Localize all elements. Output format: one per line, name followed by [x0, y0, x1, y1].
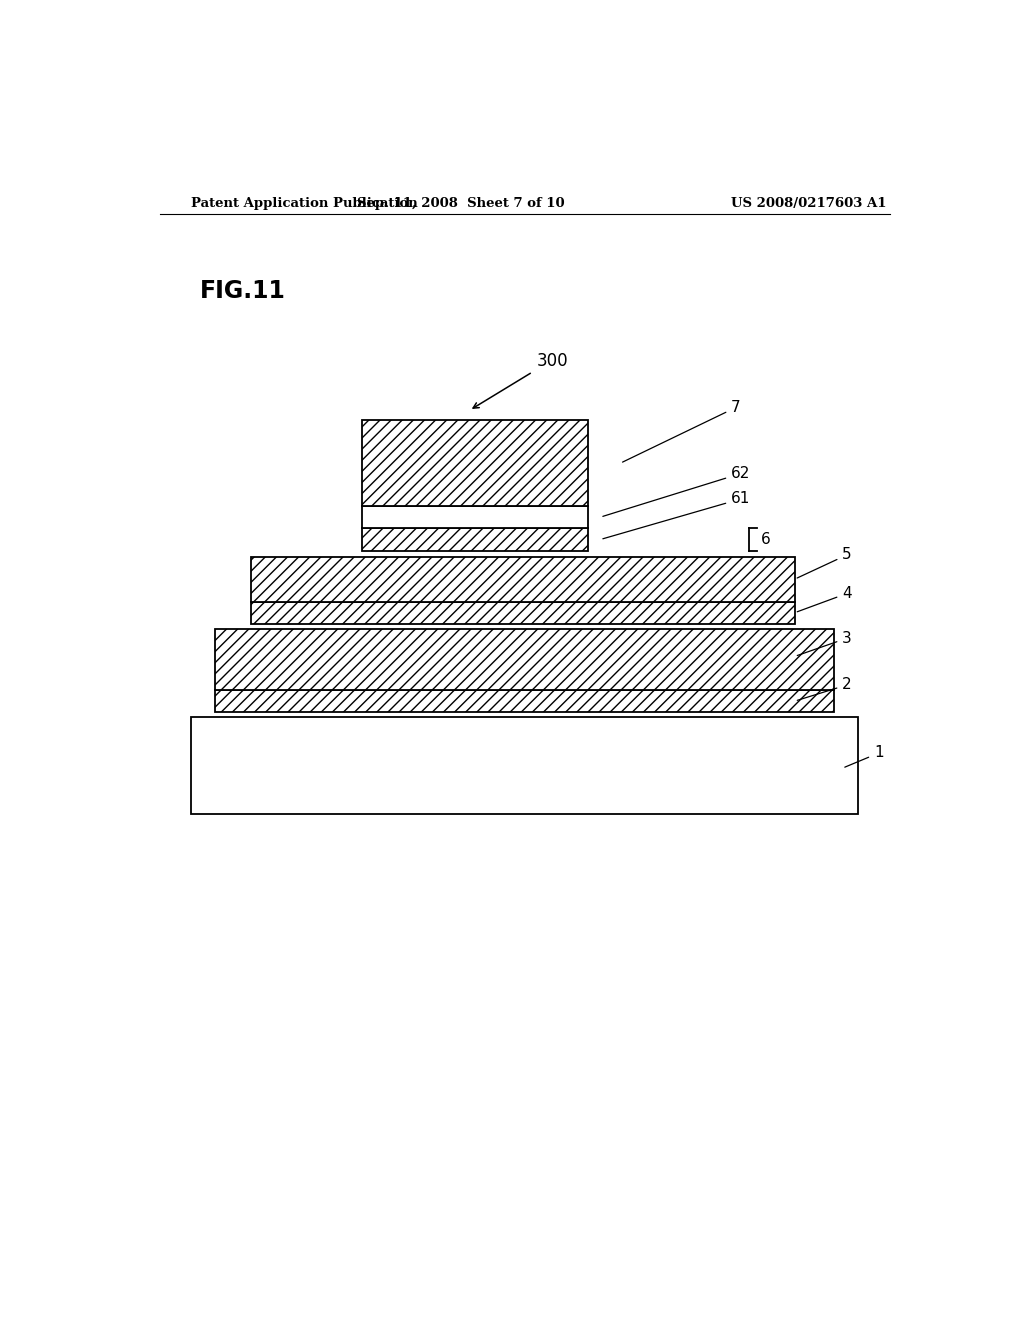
Bar	[362, 506, 588, 528]
Text: Patent Application Publication: Patent Application Publication	[191, 197, 418, 210]
Text: 1: 1	[845, 746, 884, 767]
Text: Sep. 11, 2008  Sheet 7 of 10: Sep. 11, 2008 Sheet 7 of 10	[357, 197, 565, 210]
Text: 7: 7	[623, 400, 740, 462]
Text: 5: 5	[797, 548, 852, 578]
Text: US 2008/0217603 A1: US 2008/0217603 A1	[731, 197, 887, 210]
Text: 300: 300	[537, 352, 568, 370]
Text: 61: 61	[603, 491, 751, 539]
Bar	[215, 690, 835, 713]
Text: 3: 3	[798, 631, 852, 656]
Bar	[215, 630, 835, 690]
Text: 2: 2	[798, 677, 852, 701]
Text: FIG.11: FIG.11	[200, 279, 286, 302]
Bar	[362, 420, 588, 506]
Bar	[251, 602, 795, 624]
Bar	[362, 528, 588, 550]
Bar	[191, 718, 858, 814]
Text: 4: 4	[798, 586, 852, 611]
Bar	[251, 557, 795, 602]
Text: 62: 62	[603, 466, 751, 516]
Text: 6: 6	[761, 532, 771, 546]
